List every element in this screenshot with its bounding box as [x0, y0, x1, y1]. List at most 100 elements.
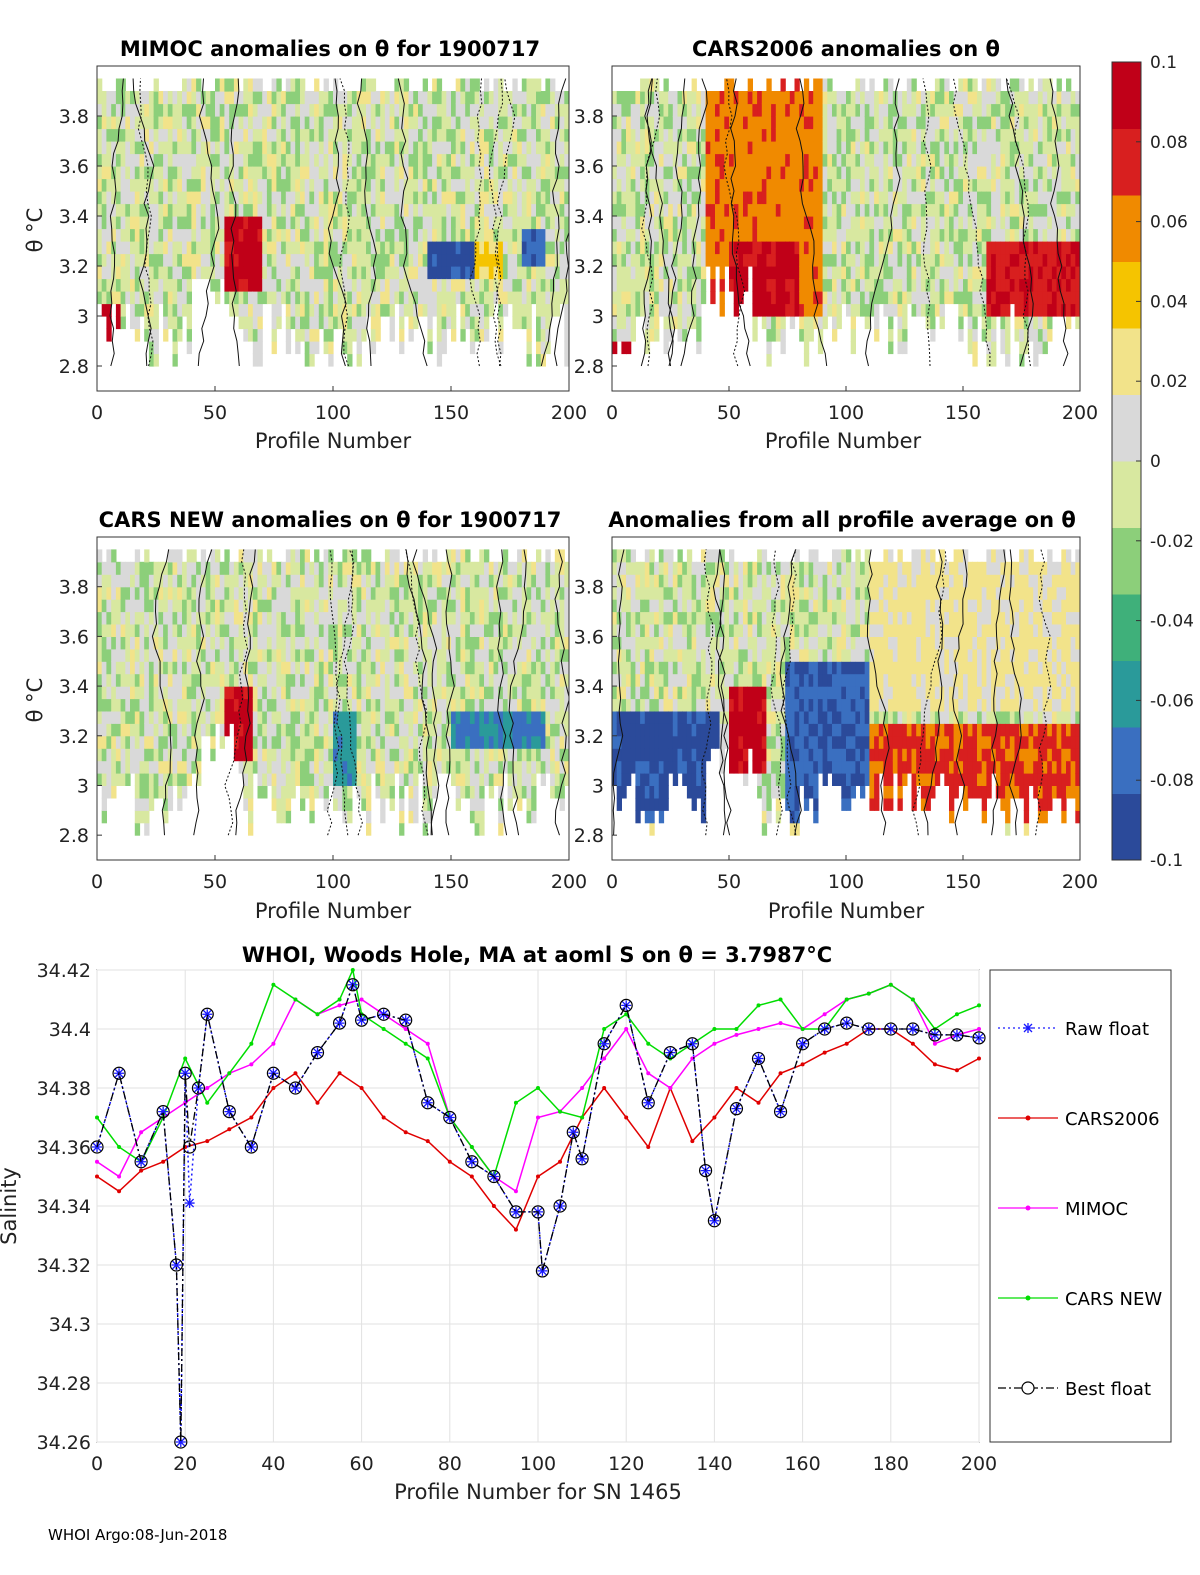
heatmap-cell: [934, 128, 941, 142]
heatmap-cell: [1028, 103, 1034, 117]
heatmap-cell: [934, 153, 941, 167]
heatmap-cell: [337, 116, 343, 130]
heatmap-cell: [902, 103, 908, 117]
heatmap-cell: [229, 216, 235, 230]
heatmap-cell: [1023, 141, 1030, 155]
heatmap-cell: [276, 710, 282, 724]
heatmap-cell: [413, 103, 419, 117]
heatmap-cell: [1005, 278, 1011, 292]
heatmap-cell: [361, 178, 367, 192]
heatmap-cell: [361, 91, 367, 105]
heatmap-cell: [939, 303, 945, 317]
heatmap-cell: [186, 735, 192, 749]
heatmap-cell: [304, 328, 310, 342]
heatmap-cell: [479, 266, 485, 280]
heatmap-cell: [347, 116, 353, 130]
heatmap-cell: [507, 153, 513, 167]
heatmap-cell: [1000, 253, 1006, 267]
heatmap-cell: [191, 735, 197, 749]
heatmap-cell: [640, 216, 646, 230]
heatmap-cell: [134, 241, 141, 255]
heatmap-cell: [729, 141, 735, 155]
heatmap-cell: [238, 586, 244, 600]
heatmap-cell: [115, 316, 122, 330]
heatmap-cell: [375, 278, 381, 292]
heatmap-cell: [219, 723, 225, 737]
heatmap-cell: [649, 166, 655, 180]
heatmap-cell: [981, 153, 987, 167]
heatmap-cell: [550, 128, 556, 142]
heatmap-cell: [120, 228, 126, 242]
contour-line: [137, 78, 154, 367]
heatmap-cell: [106, 648, 112, 662]
heatmap-cell: [521, 116, 528, 130]
heatmap-cell: [134, 673, 141, 687]
heatmap-cell: [498, 153, 504, 167]
heatmap-cell: [668, 128, 674, 142]
heatmap-cell: [436, 291, 443, 305]
heatmap-cell: [238, 574, 244, 588]
heatmap-cell: [101, 785, 107, 799]
heatmap-cell: [257, 586, 263, 600]
heatmap-cell: [531, 78, 537, 92]
heatmap-cell: [991, 216, 997, 230]
heatmap-cell: [399, 91, 405, 105]
heatmap-cell: [328, 624, 334, 637]
heatmap-cell: [916, 166, 922, 180]
heatmap-cell: [752, 91, 758, 105]
heatmap-cell: [612, 128, 618, 142]
heatmap-cell: [163, 648, 169, 662]
heatmap-cell: [139, 599, 145, 613]
heatmap-cell: [248, 103, 254, 117]
heatmap-cell: [479, 278, 485, 292]
heatmap-cell: [101, 278, 107, 292]
heatmap-cell: [888, 241, 894, 255]
heatmap-cell: [479, 103, 485, 117]
heatmap-cell: [766, 328, 772, 342]
heatmap-cell: [663, 91, 669, 105]
heatmap-cell: [752, 141, 758, 155]
heatmap-cell: [403, 278, 410, 292]
heatmap-cell: [531, 241, 537, 255]
heatmap-cell: [846, 178, 852, 192]
heatmap-cell: [111, 153, 117, 167]
heatmap-cell: [167, 116, 174, 130]
heatmap-cell: [351, 253, 358, 267]
heatmap-cell: [878, 153, 885, 167]
heatmap-cell: [295, 328, 301, 342]
heatmap-cell: [850, 341, 856, 355]
heatmap-cell: [780, 316, 786, 330]
heatmap-cell: [484, 266, 490, 280]
heatmap-cell: [836, 178, 842, 192]
heatmap-cell: [224, 141, 230, 155]
heatmap-cell: [700, 228, 707, 242]
heatmap-cell: [455, 266, 461, 280]
heatmap-cell: [224, 661, 230, 675]
heatmap-cell: [531, 91, 537, 105]
heatmap-cell: [106, 599, 112, 613]
heatmap-cell: [700, 103, 707, 117]
heatmap-cell: [958, 228, 964, 242]
heatmap-cell: [934, 266, 941, 280]
heatmap-cell: [191, 760, 197, 774]
heatmap-cell: [413, 266, 419, 280]
heatmap-cell: [729, 103, 735, 117]
heatmap-cell: [436, 253, 443, 267]
heatmap-cell: [248, 216, 254, 230]
heatmap-cell: [1051, 266, 1058, 280]
heatmap-cell: [850, 291, 856, 305]
heatmap-cell: [654, 278, 660, 292]
heatmap-cell: [550, 166, 556, 180]
heatmap-cell: [526, 103, 532, 117]
heatmap-cell: [972, 166, 978, 180]
heatmap-cell: [883, 191, 889, 205]
heatmap-cell: [663, 253, 669, 267]
heatmap-cell: [700, 216, 707, 230]
heatmap-cell: [300, 241, 306, 255]
heatmap-cell: [474, 178, 480, 192]
heatmap-cell: [986, 241, 992, 255]
heatmap-cell: [850, 116, 856, 130]
heatmap-cell: [276, 141, 282, 155]
heatmap-cell: [323, 760, 329, 774]
heatmap-cell: [342, 203, 348, 217]
